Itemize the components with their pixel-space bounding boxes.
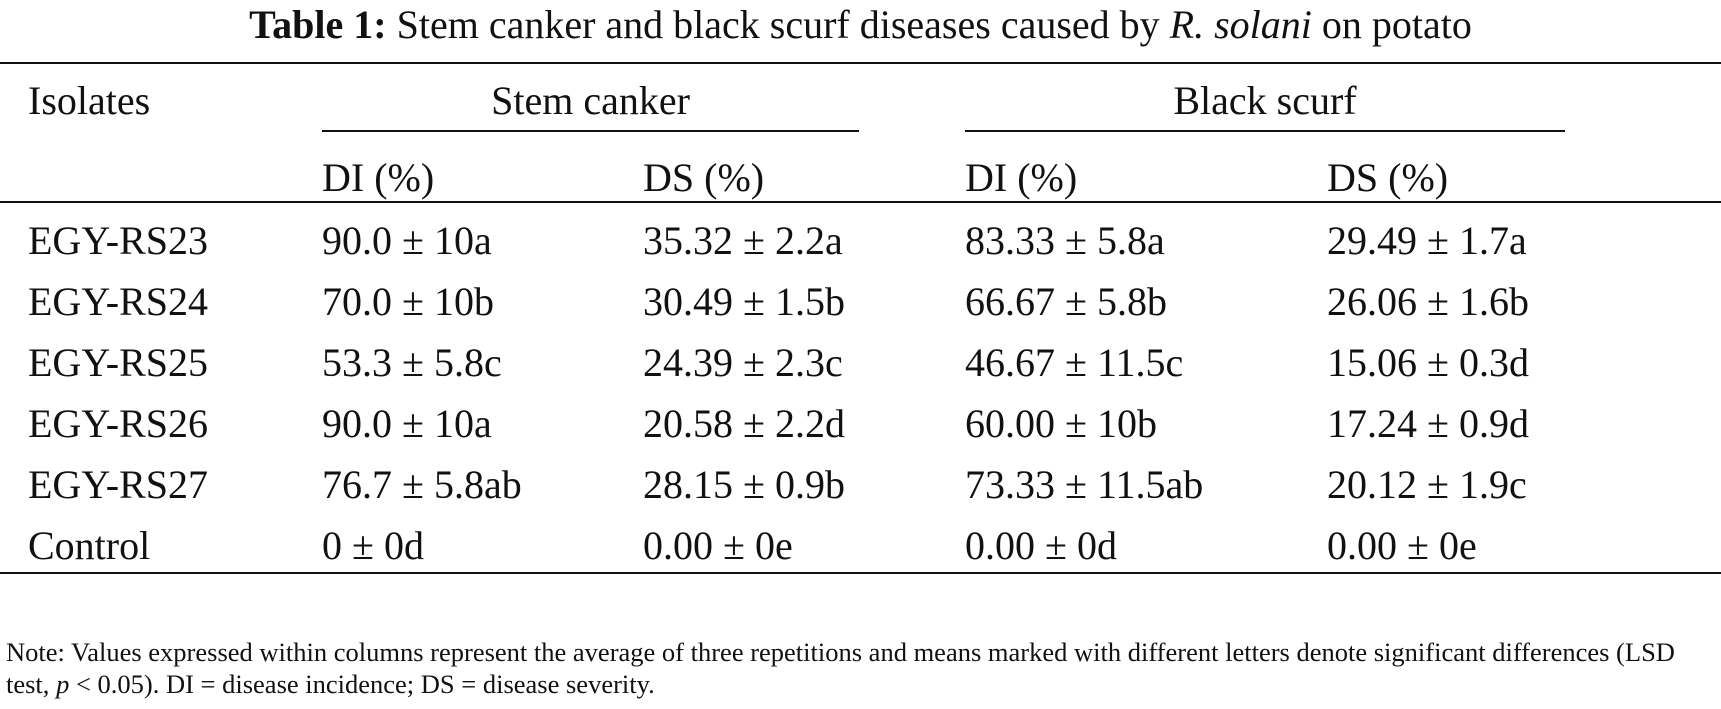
black-scurf-group-rule xyxy=(965,130,1565,132)
table-label: Table 1: xyxy=(249,2,387,47)
cell-stem-ds: 0.00 ± 0e xyxy=(643,523,793,568)
caption-species: R. solani xyxy=(1169,2,1312,47)
cell-stem-ds: 20.58 ± 2.2d xyxy=(643,401,845,446)
cell-isolate: EGY-RS27 xyxy=(28,462,209,507)
cell-isolate: EGY-RS26 xyxy=(28,401,209,446)
cell-stem-di: 90.0 ± 10a xyxy=(322,401,492,446)
note-text-before: Note: Values expressed within columns re… xyxy=(6,637,1675,699)
header-group-black-scurf: Black scurf xyxy=(1173,78,1357,123)
cell-stem-ds: 24.39 ± 2.3c xyxy=(643,340,843,385)
cell-black-di: 0.00 ± 0d xyxy=(965,523,1117,568)
cell-black-di: 73.33 ± 11.5ab xyxy=(965,462,1204,507)
table-bottom-rule xyxy=(0,572,1721,574)
caption-text-after: on potato xyxy=(1321,2,1472,47)
cell-isolate: Control xyxy=(28,523,151,568)
cell-black-ds: 15.06 ± 0.3d xyxy=(1327,340,1529,385)
cell-stem-di: 76.7 ± 5.8ab xyxy=(322,462,522,507)
cell-black-ds: 17.24 ± 0.9d xyxy=(1327,401,1529,446)
header-stem-ds: DS (%) xyxy=(643,155,765,200)
cell-stem-ds: 28.15 ± 0.9b xyxy=(643,462,845,507)
cell-stem-di: 70.0 ± 10b xyxy=(322,279,494,324)
cell-black-ds: 26.06 ± 1.6b xyxy=(1327,279,1529,324)
cell-stem-ds: 35.32 ± 2.2a xyxy=(643,218,843,263)
cell-stem-di: 53.3 ± 5.8c xyxy=(322,340,502,385)
cell-isolate: EGY-RS24 xyxy=(28,279,209,324)
cell-stem-ds: 30.49 ± 1.5b xyxy=(643,279,845,324)
table-top-rule xyxy=(0,62,1721,64)
header-black-ds: DS (%) xyxy=(1327,155,1449,200)
note-p-symbol: p xyxy=(56,669,70,699)
cell-isolate: EGY-RS23 xyxy=(28,218,209,263)
cell-black-ds: 29.49 ± 1.7a xyxy=(1327,218,1527,263)
header-group-stem-canker: Stem canker xyxy=(491,78,690,123)
header-stem-di: DI (%) xyxy=(322,155,435,200)
caption-text-before: Stem canker and black scurf diseases cau… xyxy=(396,2,1160,47)
cell-stem-di: 90.0 ± 10a xyxy=(322,218,492,263)
cell-black-di: 83.33 ± 5.8a xyxy=(965,218,1165,263)
table-caption: Table 1: Stem canker and black scurf dis… xyxy=(0,2,1721,48)
stem-canker-group-rule xyxy=(322,130,859,132)
cell-stem-di: 0 ± 0d xyxy=(322,523,424,568)
cell-black-ds: 20.12 ± 1.9c xyxy=(1327,462,1527,507)
cell-black-di: 66.67 ± 5.8b xyxy=(965,279,1167,324)
cell-black-di: 46.67 ± 11.5c xyxy=(965,340,1184,385)
cell-black-di: 60.00 ± 10b xyxy=(965,401,1157,446)
table-note: Note: Values expressed within columns re… xyxy=(6,636,1718,700)
note-text-after: < 0.05). DI = disease incidence; DS = di… xyxy=(75,669,655,699)
header-bottom-rule xyxy=(0,201,1721,203)
header-isolates: Isolates xyxy=(28,78,151,123)
cell-isolate: EGY-RS25 xyxy=(28,340,209,385)
cell-black-ds: 0.00 ± 0e xyxy=(1327,523,1477,568)
header-black-di: DI (%) xyxy=(965,155,1078,200)
